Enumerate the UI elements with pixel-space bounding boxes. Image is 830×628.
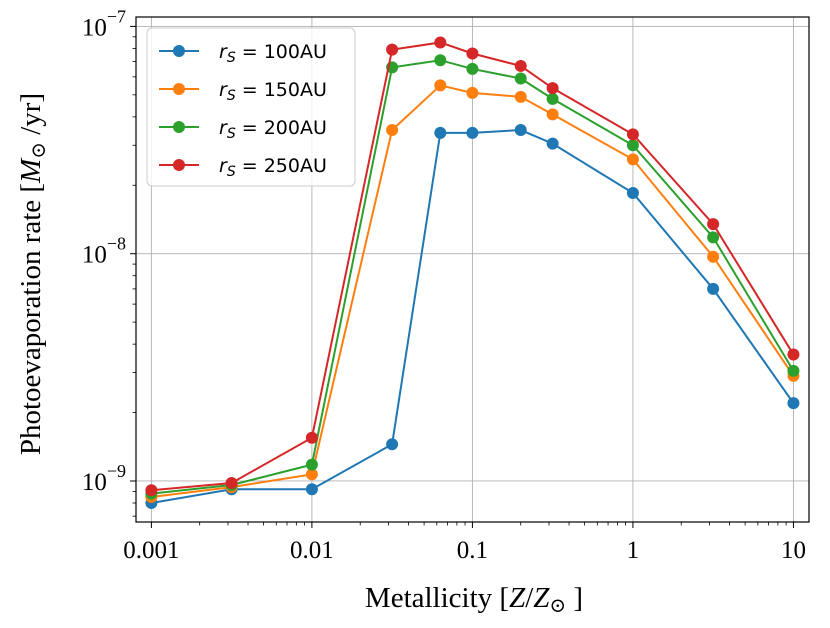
data-point [466, 62, 479, 75]
legend-marker [173, 159, 185, 171]
data-point [466, 47, 479, 60]
data-point [514, 59, 527, 72]
data-point [546, 82, 559, 95]
data-point [466, 126, 479, 139]
y-axis-label: Photoevaporation rate [M⊙ /yr] [15, 93, 50, 455]
data-point [787, 397, 800, 410]
series-4 [145, 36, 800, 497]
legend-label: rS = 200AU [219, 117, 327, 142]
y-tick-label: 10−8 [82, 234, 126, 269]
x-tick-label: 0.001 [123, 537, 179, 564]
y-tick-label: 10−7 [82, 6, 126, 41]
data-point [434, 126, 447, 139]
data-point [466, 86, 479, 99]
x-tick-label: 0.1 [457, 537, 488, 564]
data-point [707, 250, 720, 263]
data-point [305, 468, 318, 481]
series-group [145, 36, 800, 510]
data-point [707, 218, 720, 231]
data-point [305, 458, 318, 471]
legend: rS = 100AU rS = 150AU rS = 200AU rS = 250AU [146, 27, 356, 187]
data-point [707, 282, 720, 295]
data-point [626, 186, 639, 199]
data-point [707, 231, 720, 244]
legend-box [146, 27, 356, 187]
data-point [386, 124, 399, 137]
data-point [787, 364, 800, 377]
legend-marker [173, 121, 185, 133]
data-point [434, 54, 447, 67]
x-tick-label: 10 [781, 537, 806, 564]
data-point [305, 431, 318, 444]
legend-label: rS = 100AU [219, 41, 327, 66]
data-point [434, 79, 447, 92]
data-point [626, 153, 639, 166]
data-point [626, 128, 639, 141]
axis-ticks: 0.001 0.01 0.1 1 10 10−9 10−8 10−7 [82, 6, 806, 564]
data-point [546, 108, 559, 121]
x-axis-label: Metallicity [Z/Z⊙ ] [365, 582, 583, 617]
x-tick-label: 0.01 [290, 537, 334, 564]
legend-marker [173, 83, 185, 95]
x-tick-label: 1 [627, 537, 640, 564]
data-point [386, 438, 399, 451]
data-point [225, 476, 238, 489]
data-point [305, 483, 318, 496]
data-point [546, 137, 559, 150]
legend-label: rS = 250AU [219, 155, 327, 180]
data-point [145, 484, 158, 497]
data-point [434, 36, 447, 49]
data-point [626, 139, 639, 152]
y-tick-label: 10−9 [82, 461, 126, 496]
data-point [514, 124, 527, 137]
data-point [514, 72, 527, 85]
data-point [787, 348, 800, 361]
legend-marker [173, 45, 185, 57]
data-point [546, 92, 559, 105]
data-point [514, 90, 527, 103]
data-point [386, 43, 399, 56]
legend-label: rS = 150AU [219, 79, 327, 104]
